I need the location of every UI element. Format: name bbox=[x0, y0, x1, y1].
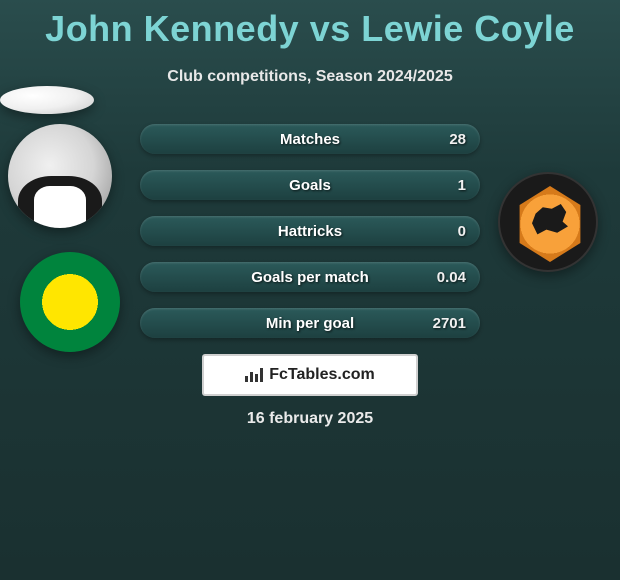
club-crest-right bbox=[498, 172, 598, 272]
comparison-subtitle: Club competitions, Season 2024/2025 bbox=[0, 68, 620, 86]
stat-label: Matches bbox=[140, 131, 480, 148]
player-left-avatar bbox=[8, 124, 112, 228]
stat-value: 28 bbox=[449, 131, 466, 148]
stat-label: Hattricks bbox=[140, 223, 480, 240]
branding-badge[interactable]: FcTables.com bbox=[202, 354, 418, 396]
stat-value: 0.04 bbox=[437, 269, 466, 286]
stat-label: Min per goal bbox=[140, 315, 480, 332]
stat-value: 0 bbox=[458, 223, 466, 240]
stat-row: Goals 1 bbox=[140, 170, 480, 200]
comparison-date: 16 february 2025 bbox=[0, 410, 620, 428]
comparison-title: John Kennedy vs Lewie Coyle bbox=[0, 0, 620, 50]
branding-text: FcTables.com bbox=[269, 366, 375, 384]
stats-container: Matches 28 Goals 1 Hattricks 0 Goals per… bbox=[140, 124, 480, 354]
stat-row: Min per goal 2701 bbox=[140, 308, 480, 338]
stat-row: Goals per match 0.04 bbox=[140, 262, 480, 292]
stat-label: Goals bbox=[140, 177, 480, 194]
club-crest-left bbox=[20, 252, 120, 352]
stat-value: 1 bbox=[458, 177, 466, 194]
bar-chart-icon bbox=[245, 368, 263, 382]
stat-label: Goals per match bbox=[140, 269, 480, 286]
stat-row: Hattricks 0 bbox=[140, 216, 480, 246]
stat-row: Matches 28 bbox=[140, 124, 480, 154]
stat-value: 2701 bbox=[433, 315, 466, 332]
player-right-avatar bbox=[0, 86, 94, 114]
